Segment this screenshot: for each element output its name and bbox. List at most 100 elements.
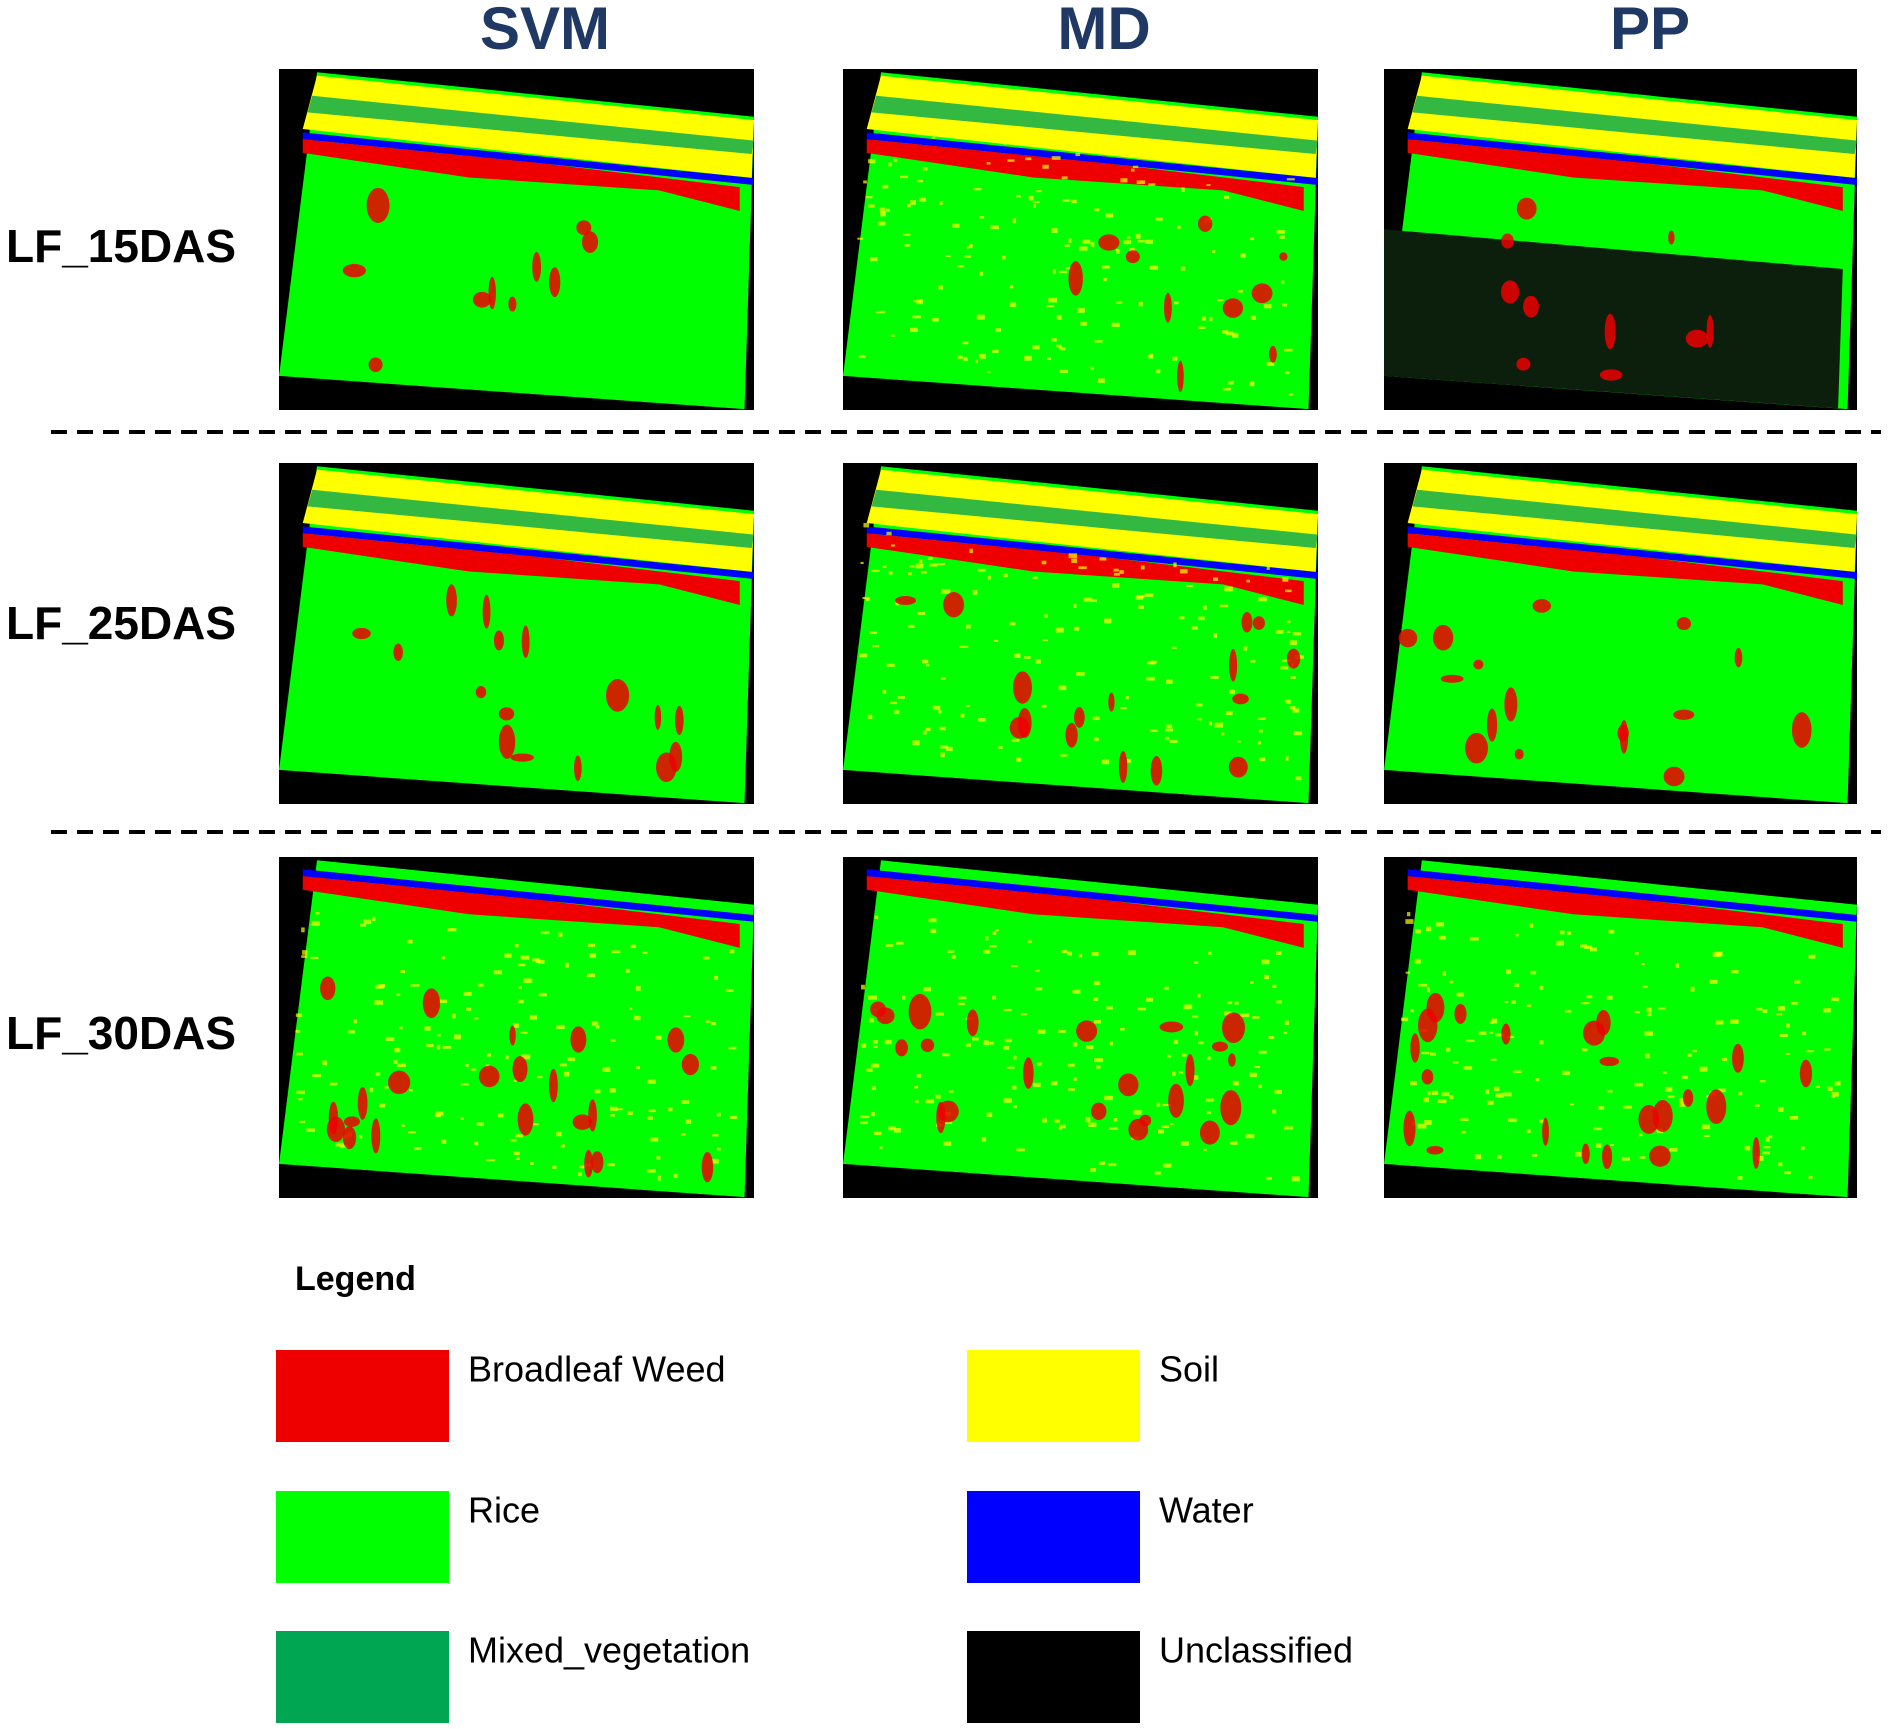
map-speck <box>591 1021 599 1026</box>
map-speck <box>1014 653 1021 659</box>
map-speck <box>1116 546 1123 551</box>
map-speck <box>1284 699 1291 704</box>
map-speck <box>1150 660 1157 664</box>
map-speck <box>1496 1154 1502 1159</box>
map-speck <box>1232 332 1239 338</box>
map-speck <box>1272 1109 1277 1114</box>
map-speck <box>358 1135 363 1139</box>
map-weed-patch <box>342 1126 357 1150</box>
map-speck <box>441 956 446 960</box>
map-speck <box>655 1035 662 1040</box>
map-water <box>302 526 754 579</box>
legend-swatch <box>967 1631 1140 1723</box>
map-speck <box>918 559 923 563</box>
map-speck <box>1564 1010 1572 1013</box>
map-speck <box>1012 218 1017 224</box>
map-speck <box>1756 1007 1763 1011</box>
map-speck <box>1530 970 1537 975</box>
map-speck <box>873 1131 882 1136</box>
map-weed-patch <box>1599 369 1623 381</box>
map-speck <box>1721 1057 1728 1061</box>
map-speck <box>992 995 997 1000</box>
map-speck <box>989 945 997 948</box>
map-speck <box>1055 627 1064 633</box>
map-speck <box>1028 195 1034 201</box>
map-weed-patch <box>894 596 917 605</box>
map-speck <box>1094 208 1100 212</box>
map-speck <box>1765 1137 1770 1142</box>
map-speck <box>916 129 924 135</box>
map-speck <box>1149 265 1159 270</box>
map-speck <box>1006 1066 1015 1069</box>
map-speck <box>607 1163 616 1167</box>
map-speck <box>299 1120 306 1123</box>
map-speck <box>512 1023 519 1028</box>
map-speck <box>1274 1089 1282 1095</box>
map-speck <box>986 162 991 165</box>
map-weed-patch <box>1241 611 1253 633</box>
map-speck <box>966 704 970 707</box>
map-speck <box>513 1151 520 1156</box>
map-speck <box>1246 579 1251 583</box>
map-speck <box>1011 738 1020 742</box>
map-weed-patch <box>1119 750 1128 784</box>
map-weed-patch <box>512 1056 528 1083</box>
map-speck <box>311 920 320 926</box>
map-speck <box>874 915 879 919</box>
legend-swatch <box>276 1491 449 1583</box>
map-speck <box>879 207 885 213</box>
map-weed-patch <box>581 231 599 253</box>
map-speck <box>890 701 898 705</box>
map-speck <box>885 208 890 212</box>
map-speck <box>1157 1129 1164 1134</box>
map-speck <box>1285 589 1292 593</box>
map-speck <box>1102 265 1110 269</box>
map-weed-patch <box>498 724 516 759</box>
map-speck <box>870 1063 880 1068</box>
map-weed-patch <box>549 267 561 298</box>
map-weed-patch <box>517 1103 534 1136</box>
map-speck <box>861 984 865 990</box>
map-weed-patch <box>943 591 965 618</box>
map-speck <box>902 995 906 1000</box>
map-speck <box>1162 1163 1172 1168</box>
map-weed-patch <box>1676 617 1692 631</box>
map-speck <box>1268 1035 1275 1039</box>
map-speck <box>863 180 867 184</box>
map-speck <box>1223 387 1231 391</box>
map-speck <box>930 928 937 934</box>
map-speck <box>1179 616 1185 620</box>
map-speck <box>871 1086 876 1091</box>
map-weed-patch <box>1432 624 1454 651</box>
map-speck <box>1120 1027 1125 1031</box>
map-speck <box>965 624 971 629</box>
map-speck <box>1205 1098 1214 1102</box>
map-weed-patch <box>510 753 534 762</box>
map-speck <box>407 1131 416 1134</box>
map-weed-patch <box>966 1009 979 1037</box>
map-speck <box>440 1139 447 1144</box>
map-speck <box>1146 676 1155 681</box>
row-header: LF_30DAS <box>6 1007 236 1059</box>
map-speck <box>938 285 943 290</box>
map-speck <box>1532 1154 1538 1157</box>
map-speck <box>1068 1088 1075 1091</box>
map-speck <box>1172 356 1178 361</box>
map-speck <box>1478 1031 1487 1035</box>
map-speck <box>379 1103 386 1108</box>
map-speck <box>657 1175 661 1181</box>
map-speck <box>1489 1021 1494 1024</box>
map-speck <box>1285 756 1289 761</box>
map-speck <box>1113 1118 1118 1122</box>
map-speck <box>880 211 886 217</box>
map-speck <box>1092 716 1100 721</box>
map-speck <box>860 1115 870 1119</box>
map-speck <box>1250 315 1256 320</box>
map-speck <box>1526 1129 1531 1133</box>
map-speck <box>1290 676 1296 679</box>
map-weed <box>1407 876 1843 948</box>
map-speck <box>1429 1052 1436 1056</box>
map-speck <box>1214 722 1224 728</box>
map-speck <box>1566 931 1571 935</box>
map-speck <box>1016 194 1021 198</box>
